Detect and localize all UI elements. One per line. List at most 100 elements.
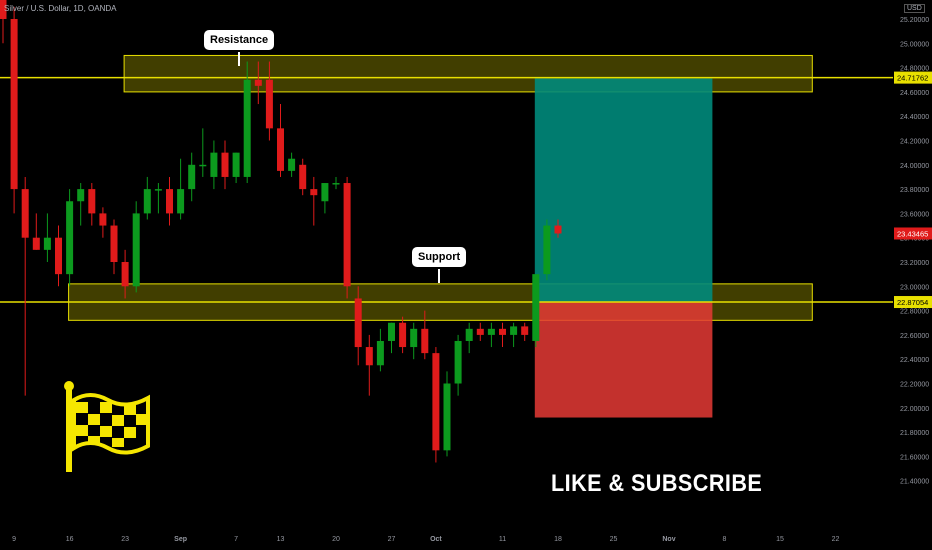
stop-zone (534, 302, 713, 418)
time-tick-label: 13 (277, 536, 285, 543)
candle-body (121, 262, 129, 287)
candle-body (487, 328, 495, 335)
candle-body (343, 183, 351, 287)
candle-body (32, 237, 40, 250)
candle-body (288, 158, 296, 171)
candle-body (210, 152, 218, 177)
time-axis-bg (0, 530, 893, 550)
candle-body (243, 79, 251, 177)
candle-body (88, 189, 96, 214)
price-tick-label: 25.00000 (900, 41, 929, 48)
price-label-bg (894, 71, 932, 84)
candle-body (10, 19, 18, 190)
time-tick-label: 7 (234, 536, 238, 543)
candle-body (432, 353, 440, 451)
candle-body (410, 328, 418, 348)
time-tick-label: 25 (610, 536, 618, 543)
candle-body (543, 225, 551, 275)
time-tick-label: 15 (776, 536, 784, 543)
time-tick-label: 11 (499, 536, 506, 543)
price-label: 23.43465 (897, 229, 928, 238)
candles-layer (0, 0, 562, 463)
checkered-flag-icon (64, 381, 150, 472)
candle-body (166, 189, 173, 214)
time-tick-label: 18 (554, 536, 562, 543)
candle-body (321, 183, 329, 202)
candle-body (77, 189, 85, 202)
currency-badge[interactable]: USD (904, 4, 925, 13)
candle-body (332, 183, 340, 185)
candle-body (476, 328, 484, 335)
price-tick-label: 21.60000 (900, 454, 929, 461)
candle-body (443, 383, 451, 451)
candle-body (376, 340, 384, 366)
candle-body (0, 0, 7, 19)
price-tick-label: 22.20000 (900, 382, 929, 389)
price-tick-label: 25.20000 (900, 17, 929, 24)
time-axis: 9 16 23 Sep 7 13 20 27 Oct 11 18 25 Nov 8 15 22 (0, 530, 893, 550)
cta-text: LIKE & SUBSCRIBE (551, 470, 763, 497)
time-tick-label: Nov (662, 536, 675, 543)
candle-body (254, 79, 262, 86)
candle-body (499, 328, 506, 335)
time-tick-label: 9 (12, 536, 16, 543)
price-tick-label: 24.80000 (900, 66, 929, 73)
time-tick-label: Oct (430, 536, 442, 543)
candle-body (188, 164, 196, 190)
price-tick-label: 22.60000 (900, 333, 929, 340)
price-label: 22.87054 (897, 298, 928, 307)
candle-body (365, 347, 373, 366)
price-tick-label: 23.80000 (900, 187, 929, 194)
candle-body (310, 189, 318, 196)
candle-body (521, 326, 529, 335)
candle-body (66, 201, 74, 275)
candle-body (399, 322, 407, 348)
candle-body (510, 326, 518, 335)
candle-body (388, 322, 395, 341)
price-tick-label: 24.60000 (900, 90, 929, 97)
symbol-title: Silver / U.S. Dollar, 1D, OANDA (4, 4, 117, 13)
price-label: 24.71762 (897, 74, 928, 83)
candle-body (232, 152, 240, 177)
price-axis-bg (893, 0, 932, 550)
position-layer (534, 78, 713, 418)
price-tick-label: 24.00000 (900, 163, 929, 170)
candle-body (532, 274, 540, 341)
price-tick-label: 23.20000 (900, 260, 929, 267)
candle-body (465, 328, 473, 341)
support-callout: Support (412, 247, 467, 283)
price-tick-label: 22.40000 (900, 357, 929, 364)
time-tick-label: Sep (174, 536, 187, 543)
price-tick-label: 23.60000 (900, 211, 929, 218)
price-axis: 25.4000025.2000025.0000024.8000024.60000… (893, 0, 932, 550)
price-tick-label: 21.80000 (900, 430, 929, 437)
candle-body (277, 128, 284, 171)
candle-body (554, 225, 562, 234)
candle-body (221, 152, 229, 177)
candle-body (99, 213, 107, 226)
resistance-callout: Resistance (204, 30, 275, 66)
candle-body (299, 164, 307, 190)
candle-body (265, 79, 273, 129)
candle-body (132, 213, 140, 287)
candle-body (110, 225, 118, 262)
price-label-bg (894, 296, 932, 309)
candle-body (421, 328, 429, 354)
target-zone (534, 78, 713, 303)
time-tick-label: 16 (66, 536, 74, 543)
time-tick-label: 20 (332, 536, 340, 543)
price-label-bg (894, 227, 932, 240)
candle-body (354, 298, 362, 348)
time-tick-label: 22 (832, 536, 840, 543)
candle-body (199, 164, 207, 167)
price-tick-label: 23.00000 (900, 284, 929, 291)
price-tick-label: 24.40000 (900, 114, 929, 121)
candle-body (154, 189, 162, 191)
candle-body (43, 237, 51, 250)
price-labels-layer: 24.71762 23.43465 22.87054 (894, 71, 932, 309)
time-tick-label: 23 (121, 536, 129, 543)
price-tick-label: 21.40000 (900, 479, 929, 486)
price-tick-label: 24.20000 (900, 139, 929, 146)
time-tick-label: 8 (723, 536, 727, 543)
